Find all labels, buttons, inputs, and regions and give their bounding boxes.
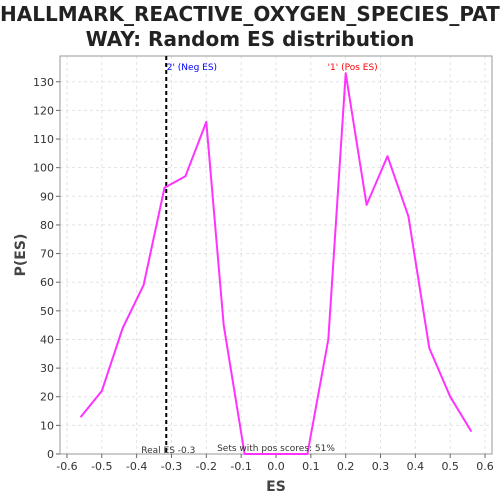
data-point (428, 347, 431, 349)
chart-title-line-2: WAY: Random ES distribution (85, 27, 415, 51)
y-tick-label: 80 (40, 219, 54, 232)
x-tick-label: -0.5 (91, 460, 112, 473)
data-point (101, 390, 103, 392)
x-tick-label: -0.6 (56, 460, 77, 473)
chart-title: HALLMARK_REACTIVE_OXYGEN_SPECIES_PATH WA… (0, 2, 500, 52)
y-tick-label: 50 (40, 305, 54, 318)
x-tick-label: 0.5 (441, 460, 459, 473)
data-point (205, 121, 208, 123)
y-tick-label: 10 (40, 419, 54, 432)
x-tick-label: -0.2 (196, 460, 217, 473)
y-tick-label: 100 (33, 162, 54, 175)
data-point (470, 430, 472, 432)
y-axis-label: P(ES) (13, 234, 29, 277)
data-point (344, 72, 347, 74)
x-tick-label: -0.1 (230, 460, 251, 473)
x-tick-label: 0.3 (372, 460, 390, 473)
y-tick-label: 90 (40, 190, 54, 203)
y-tick-label: 130 (33, 76, 54, 89)
x-tick-label: 0.6 (476, 460, 494, 473)
x-axis-label: ES (266, 479, 286, 495)
data-point (365, 204, 368, 206)
x-tick-label: -0.3 (161, 460, 182, 473)
y-tick-label: 40 (40, 333, 54, 346)
es-distribution-line (80, 72, 472, 455)
data-point (80, 415, 82, 418)
chart-title-line-1: HALLMARK_REACTIVE_OXYGEN_SPECIES_PATH (0, 2, 500, 26)
x-tick-label: 0.2 (337, 460, 355, 473)
data-point (121, 327, 124, 329)
neg-es-annotation: '2' (Neg ES) (164, 63, 217, 73)
x-tick-label: 0.1 (302, 460, 320, 473)
x-tick-label: 0.4 (407, 460, 425, 473)
data-point (449, 395, 451, 398)
x-tick-label: 0.0 (267, 460, 285, 473)
pos-es-annotation: '1' (Pos ES) (328, 63, 378, 73)
pos-scores-annotation: Sets with pos scores: 51% (217, 444, 335, 454)
data-point (222, 324, 225, 326)
data-point (163, 186, 166, 189)
y-tick-label: 110 (33, 133, 54, 146)
y-tick-label: 60 (40, 276, 54, 289)
real-es-annotation: Real ES -0.3 (141, 446, 195, 456)
data-point (184, 175, 187, 178)
data-point (142, 284, 145, 286)
data-point (386, 155, 389, 158)
data-point (407, 215, 410, 218)
y-tick-label: 0 (47, 448, 54, 461)
y-tick-label: 30 (40, 362, 54, 375)
y-tick-label: 20 (40, 391, 54, 404)
data-point (327, 338, 330, 341)
y-tick-label: 70 (40, 248, 54, 261)
data-point (306, 453, 309, 455)
x-tick-label: -0.4 (126, 460, 147, 473)
y-tick-label: 120 (33, 104, 54, 117)
data-point (243, 453, 246, 455)
